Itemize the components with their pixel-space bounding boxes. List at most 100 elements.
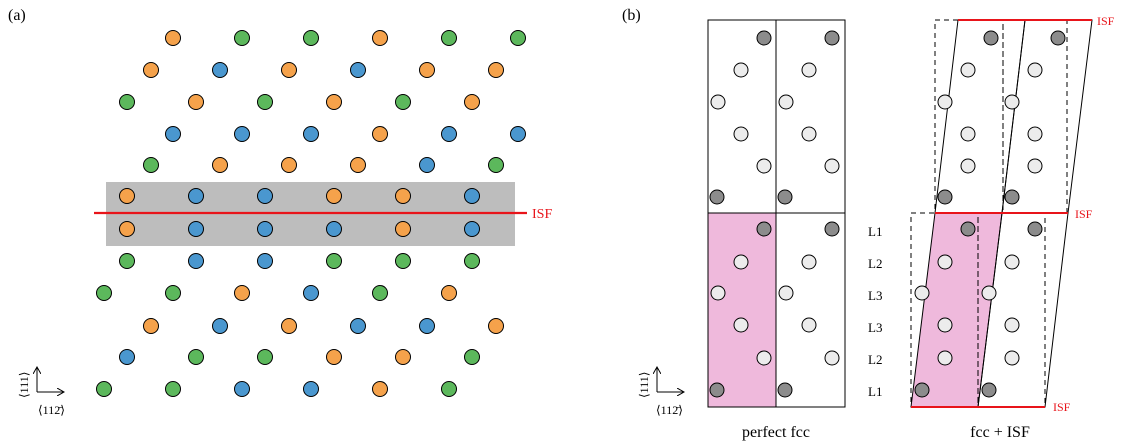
vertical-axis-label: ⟨111⟩ (637, 372, 651, 398)
orange-atom (419, 62, 435, 78)
atom (1004, 317, 1020, 333)
axis-indicator-a: ⟨111⟩ ⟨112̄⟩ (17, 368, 65, 417)
orange-atom (281, 318, 297, 334)
layer-label: L2 (868, 352, 882, 367)
green-atom (441, 30, 457, 46)
green-atom (119, 253, 135, 269)
atom (709, 189, 725, 205)
atom (777, 189, 793, 205)
atom (983, 30, 999, 46)
orange-atom (395, 188, 411, 204)
caption-perfect-fcc: perfect fcc (742, 424, 810, 441)
isf-label-middle: ISF (1075, 207, 1093, 221)
blue-atom (464, 221, 480, 237)
atom (778, 94, 794, 110)
caption-fcc-isf: fcc + ISF (970, 424, 1030, 441)
atom (756, 350, 772, 366)
atom (1027, 221, 1043, 237)
axis-indicator-b: ⟨111⟩ ⟨112̄⟩ (637, 368, 683, 417)
green-atom (119, 94, 135, 110)
unit-cell (707, 19, 777, 214)
green-atom (96, 381, 112, 397)
orange-atom (188, 94, 204, 110)
green-atom (257, 349, 273, 365)
green-atom (510, 30, 526, 46)
orange-atom (119, 221, 135, 237)
orange-atom (350, 157, 366, 173)
reference-cell (1002, 19, 1068, 214)
blue-atom (234, 126, 250, 142)
orange-atom (281, 62, 297, 78)
blue-atom (419, 157, 435, 173)
blue-atom (326, 221, 342, 237)
atom-lattice (96, 30, 526, 397)
orange-atom (234, 285, 250, 301)
perfect-fcc-cells (707, 19, 846, 408)
atom (960, 62, 976, 78)
blue-atom (257, 221, 273, 237)
atom (710, 94, 726, 110)
blue-atom (188, 188, 204, 204)
blue-atom (188, 253, 204, 269)
isf-label-top: ISF (1097, 14, 1115, 28)
orange-atom (372, 30, 388, 46)
atom (710, 285, 726, 301)
atom (1027, 126, 1043, 142)
atom (777, 382, 793, 398)
atom (937, 189, 953, 205)
atom (801, 254, 817, 270)
blue-atom (119, 349, 135, 365)
sheared-cell (1001, 19, 1093, 214)
atom (733, 317, 749, 333)
green-atom (257, 94, 273, 110)
orange-atom (488, 318, 504, 334)
green-atom (372, 285, 388, 301)
blue-atom (165, 126, 181, 142)
green-atom (188, 349, 204, 365)
atom (960, 158, 976, 174)
layer-labels: L1 L2 L3 L3 L2 L1 (868, 224, 882, 399)
atom (1027, 158, 1043, 174)
orange-atom (326, 94, 342, 110)
green-atom (165, 381, 181, 397)
sheared-cell (934, 19, 1026, 214)
green-atom (303, 30, 319, 46)
orange-atom (165, 30, 181, 46)
atom (1004, 189, 1020, 205)
atom (733, 62, 749, 78)
layer-label: L1 (868, 224, 882, 239)
blue-atom (303, 381, 319, 397)
orange-atom (464, 94, 480, 110)
perfect-fcc-atoms (709, 30, 840, 398)
green-atom (488, 157, 504, 173)
atom (937, 94, 953, 110)
atom (914, 382, 930, 398)
atom (1004, 350, 1020, 366)
sheared-fcc-atoms (914, 30, 1066, 398)
green-atom (234, 30, 250, 46)
atom (756, 221, 772, 237)
atom (1004, 254, 1020, 270)
green-atom (395, 94, 411, 110)
orange-atom (441, 285, 457, 301)
blue-atom (350, 318, 366, 334)
unit-cell (775, 212, 846, 408)
orange-atom (212, 157, 228, 173)
blue-atom (212, 62, 228, 78)
blue-atom (441, 126, 457, 142)
atom (1027, 62, 1043, 78)
atom (756, 30, 772, 46)
green-atom (464, 253, 480, 269)
blue-atom (350, 62, 366, 78)
atom (1050, 30, 1066, 46)
atom (824, 350, 840, 366)
blue-atom (257, 188, 273, 204)
atom (960, 221, 976, 237)
atom (733, 126, 749, 142)
atom (801, 317, 817, 333)
atom (824, 221, 840, 237)
blue-atom (257, 253, 273, 269)
panel-b: (b) L1 L2 L3 L3 L2 L1 (622, 7, 1115, 441)
green-atom (395, 253, 411, 269)
